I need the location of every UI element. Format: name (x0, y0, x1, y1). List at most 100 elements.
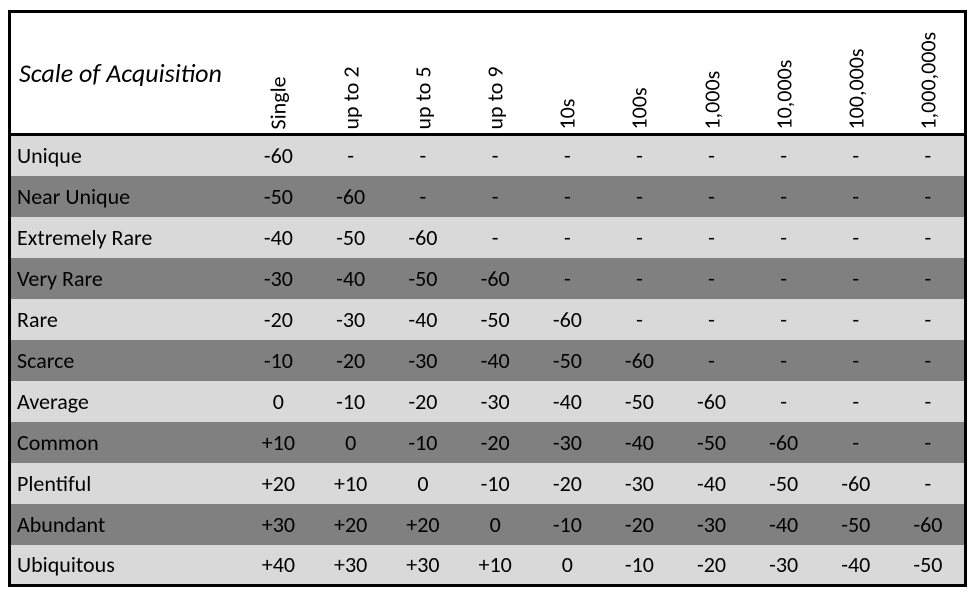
cell: -30 (315, 299, 387, 340)
col-header-label: 1,000s (698, 110, 725, 130)
table-row: Average 0 -10 -20 -30 -40 -50 -60 - - - (10, 381, 966, 422)
cell: - (748, 381, 820, 422)
row-label: Rare (10, 299, 243, 340)
cell: -60 (242, 135, 314, 176)
cell: -30 (459, 381, 531, 422)
acquisition-scale-table: Scale of Acquisition Single up to 2 up t… (8, 10, 967, 587)
cell: - (820, 217, 892, 258)
cell: -60 (748, 422, 820, 463)
cell: -10 (387, 422, 459, 463)
cell: -40 (531, 381, 603, 422)
cell: -50 (603, 381, 675, 422)
cell: - (459, 217, 531, 258)
table-row: Ubiquitous +40 +30 +30 +10 0 -10 -20 -30… (10, 545, 966, 586)
cell: - (748, 299, 820, 340)
cell: - (676, 217, 748, 258)
cell: - (820, 422, 892, 463)
col-header: up to 9 (459, 12, 531, 135)
table-row: Very Rare -30 -40 -50 -60 - - - - - - (10, 258, 966, 299)
cell: - (531, 258, 603, 299)
col-header: 1,000,000s (892, 12, 966, 135)
cell: +20 (242, 463, 314, 504)
cell: - (748, 135, 820, 176)
cell: - (676, 135, 748, 176)
cell: -20 (603, 504, 675, 545)
cell: -10 (459, 463, 531, 504)
row-label: Extremely Rare (10, 217, 243, 258)
cell: +20 (387, 504, 459, 545)
cell: +30 (387, 545, 459, 586)
table-row: Rare -20 -30 -40 -50 -60 - - - - - (10, 299, 966, 340)
cell: -50 (531, 340, 603, 381)
cell: -50 (387, 258, 459, 299)
cell: -20 (676, 545, 748, 586)
cell: - (892, 217, 966, 258)
cell: -40 (459, 340, 531, 381)
cell: -40 (820, 545, 892, 586)
col-header-label: 10,000s (770, 110, 797, 130)
cell: -50 (315, 217, 387, 258)
cell: 0 (531, 545, 603, 586)
cell: - (459, 135, 531, 176)
cell: - (820, 340, 892, 381)
cell: -40 (603, 422, 675, 463)
col-header-label: Single (265, 110, 292, 130)
cell: -60 (892, 504, 966, 545)
cell: +10 (315, 463, 387, 504)
cell: - (892, 299, 966, 340)
cell: -40 (242, 217, 314, 258)
col-header: 10s (531, 12, 603, 135)
cell: -60 (459, 258, 531, 299)
cell: -40 (387, 299, 459, 340)
cell: -60 (531, 299, 603, 340)
cell: - (820, 299, 892, 340)
col-header-label: 100,000s (842, 110, 869, 130)
table-row: Abundant +30 +20 +20 0 -10 -20 -30 -40 -… (10, 504, 966, 545)
table-header-row: Scale of Acquisition Single up to 2 up t… (10, 12, 966, 135)
cell: -20 (531, 463, 603, 504)
cell: +30 (242, 504, 314, 545)
cell: -40 (315, 258, 387, 299)
cell: - (748, 176, 820, 217)
cell: - (603, 258, 675, 299)
cell: 0 (459, 504, 531, 545)
col-header: up to 5 (387, 12, 459, 135)
cell: -30 (242, 258, 314, 299)
cell: - (676, 176, 748, 217)
cell: -10 (315, 381, 387, 422)
cell: - (892, 176, 966, 217)
cell: -30 (387, 340, 459, 381)
cell: - (531, 176, 603, 217)
cell: -20 (315, 340, 387, 381)
col-header: Single (242, 12, 314, 135)
table-row: Scarce -10 -20 -30 -40 -50 -60 - - - - (10, 340, 966, 381)
table-title: Scale of Acquisition (10, 12, 243, 135)
col-header-label: 100s (626, 110, 653, 130)
cell: - (387, 135, 459, 176)
row-label: Very Rare (10, 258, 243, 299)
col-header-label: 1,000,000s (914, 110, 941, 130)
cell: +30 (315, 545, 387, 586)
col-header: up to 2 (315, 12, 387, 135)
row-label: Plentiful (10, 463, 243, 504)
row-label: Ubiquitous (10, 545, 243, 586)
cell: - (676, 258, 748, 299)
table-body: Unique -60 - - - - - - - - - Near Unique… (10, 135, 966, 586)
col-header-label: 10s (554, 110, 581, 130)
row-label: Average (10, 381, 243, 422)
cell: -40 (676, 463, 748, 504)
cell: - (892, 463, 966, 504)
table-row: Common +10 0 -10 -20 -30 -40 -50 -60 - - (10, 422, 966, 463)
table-row: Near Unique -50 -60 - - - - - - - - (10, 176, 966, 217)
cell: -30 (748, 545, 820, 586)
cell: - (748, 217, 820, 258)
cell: -20 (387, 381, 459, 422)
cell: +10 (459, 545, 531, 586)
cell: -20 (242, 299, 314, 340)
row-label: Common (10, 422, 243, 463)
col-header: 10,000s (748, 12, 820, 135)
row-label: Scarce (10, 340, 243, 381)
cell: -60 (315, 176, 387, 217)
cell: -50 (242, 176, 314, 217)
col-header: 1,000s (676, 12, 748, 135)
